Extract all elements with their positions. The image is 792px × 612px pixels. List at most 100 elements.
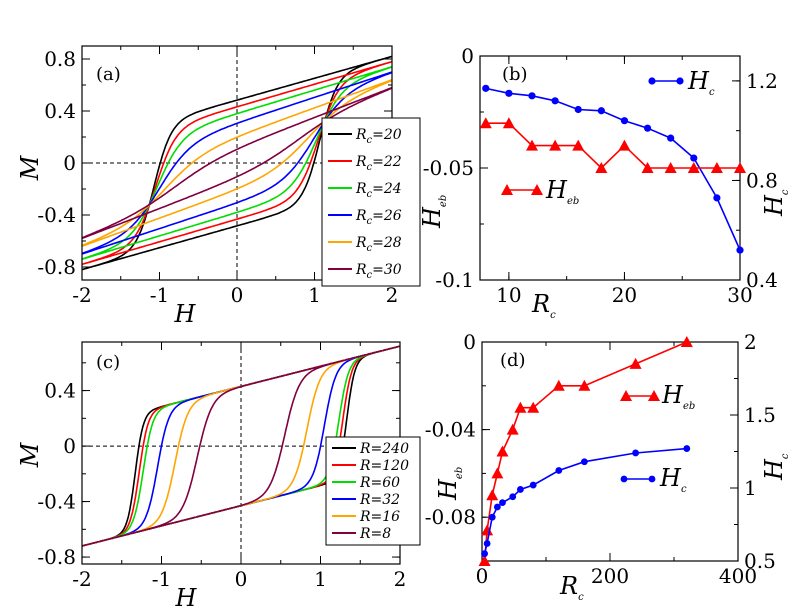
d-point-1-6 — [517, 486, 524, 493]
a-xtick-label: -1 — [150, 283, 169, 307]
d-point-0-11 — [680, 336, 693, 347]
panel-b: 10 20 30 0 -0.05 -0.1 1.2 0.8 0.4 (b) Hc Heb Rc Heb Hc — [418, 44, 791, 321]
c-xtick-label: -2 — [72, 567, 91, 591]
b-point-1-8 — [664, 162, 677, 173]
b-point-0-3 — [551, 97, 559, 105]
d-legend-hc-marker-2 — [648, 475, 656, 483]
b-point-0-11 — [736, 246, 744, 254]
a-legend-box — [321, 117, 421, 287]
d-xlabel: Rc — [559, 572, 584, 603]
b-point-0-1 — [505, 89, 513, 97]
b-point-0-10 — [713, 194, 721, 202]
a-xlabel: H — [174, 300, 197, 328]
c-ytick-label: 0.4 — [44, 379, 76, 403]
b-ytick-label: 0.8 — [746, 168, 778, 192]
d-point-0-3 — [491, 467, 504, 479]
b-point-1-6 — [618, 139, 631, 151]
d-point-1-0 — [481, 550, 488, 558]
c-legend-box — [325, 436, 421, 546]
a-ylabel: M — [16, 154, 44, 181]
d-legend-hc-marker-1 — [620, 475, 628, 483]
a-legend-label-3: Rc=26 — [355, 208, 402, 227]
d-series-line-1 — [483, 447, 687, 554]
d-ytick-label: -0.04 — [425, 418, 476, 442]
d-point-0-0 — [478, 555, 491, 566]
b-series-line-1 — [485, 122, 740, 170]
d-point-1-4 — [499, 499, 506, 506]
b-ytick-label: 0.4 — [746, 268, 778, 292]
b-point-1-1 — [502, 117, 515, 129]
d-point-1-10 — [632, 449, 639, 457]
d-legend-heb-marker-1 — [620, 390, 632, 401]
b-point-1-4 — [572, 139, 585, 151]
c-legend-label-0: R=240 — [359, 441, 409, 457]
c-ylabel: M — [16, 441, 44, 468]
d-ytick-label: -0.08 — [425, 505, 476, 529]
b-legend-heb-marker-2 — [531, 184, 543, 195]
b-point-0-0 — [482, 84, 490, 92]
a-series-line-3 — [81, 71, 393, 255]
b-xtick-label: 20 — [612, 283, 637, 307]
c-series-line-5 — [81, 345, 401, 547]
d-series-line-0 — [483, 341, 688, 562]
c-ytick-label: -0.4 — [37, 490, 76, 514]
b-ylabel-right: Hc — [760, 189, 791, 217]
b-ylabel-left: Heb — [418, 195, 449, 229]
a-xtick-label: 2 — [386, 283, 399, 307]
a-panel-label: (a) — [96, 64, 121, 85]
d-point-0-8 — [552, 379, 565, 391]
c-ytick-label: -0.8 — [37, 545, 76, 569]
d-ytick-label: 0.5 — [744, 549, 776, 573]
b-ytick-label: 0 — [461, 44, 474, 68]
d-ytick-label: 2 — [744, 330, 757, 354]
b-point-1-2 — [526, 139, 538, 151]
c-xtick-label: 2 — [394, 567, 407, 591]
d-point-0-2 — [486, 489, 499, 501]
b-point-0-6 — [620, 117, 629, 125]
d-point-1-9 — [581, 458, 588, 466]
d-point-0-10 — [629, 357, 642, 369]
b-point-1-7 — [641, 162, 654, 173]
b-point-0-4 — [574, 105, 582, 114]
c-xtick-label: -1 — [152, 567, 171, 591]
c-xtick-label: 0 — [235, 567, 248, 591]
b-point-1-3 — [549, 139, 562, 151]
b-xtick-label: 30 — [727, 283, 752, 307]
d-ytick-label: 1.5 — [744, 403, 776, 427]
d-point-0-4 — [496, 445, 509, 457]
d-point-1-11 — [683, 445, 691, 452]
b-legend-hc-marker-2 — [676, 77, 684, 85]
d-point-1-5 — [509, 493, 517, 501]
a-xtick-label: -2 — [72, 283, 91, 307]
d-xtick-label: 200 — [591, 564, 629, 588]
b-point-1-11 — [734, 162, 746, 173]
d-xtick-label: 0 — [476, 564, 489, 588]
d-point-0-5 — [506, 423, 519, 435]
d-legend-heb-label: Heb — [661, 381, 695, 412]
c-xtick-label: 1 — [314, 567, 327, 591]
panel-c: -2 -1 0 1 20.40-0.4-0.8(c)HM R=240R=120R=60R=… — [16, 341, 421, 612]
b-legend-hc-marker-1 — [648, 77, 656, 85]
d-point-0-7 — [527, 401, 540, 413]
b-point-1-9 — [687, 162, 700, 173]
c-legend-label-2: R=60 — [359, 475, 400, 491]
b-point-0-5 — [597, 107, 605, 115]
d-point-1-8 — [555, 467, 563, 474]
b-legend-heb-label: Heb — [545, 176, 579, 207]
a-ytick-label: -0.4 — [37, 203, 76, 227]
c-legend-label-5: R=8 — [359, 526, 391, 542]
b-legend-heb-marker-1 — [501, 184, 513, 195]
d-ylabel-right: Hc — [760, 453, 791, 481]
c-legend-label-1: R=120 — [359, 458, 409, 474]
b-point-0-9 — [690, 154, 698, 162]
c-legend-label-4: R=16 — [359, 509, 400, 525]
b-ytick-label: -0.05 — [423, 156, 474, 180]
c-legend-label-3: R=32 — [359, 492, 400, 508]
d-point-0-1 — [481, 524, 494, 536]
b-point-0-8 — [667, 134, 675, 142]
d-legend-heb-marker-2 — [648, 390, 660, 401]
d-ytick-label: 1 — [744, 476, 757, 500]
a-series-line-2 — [81, 66, 393, 260]
c-xlabel: H — [175, 584, 198, 612]
